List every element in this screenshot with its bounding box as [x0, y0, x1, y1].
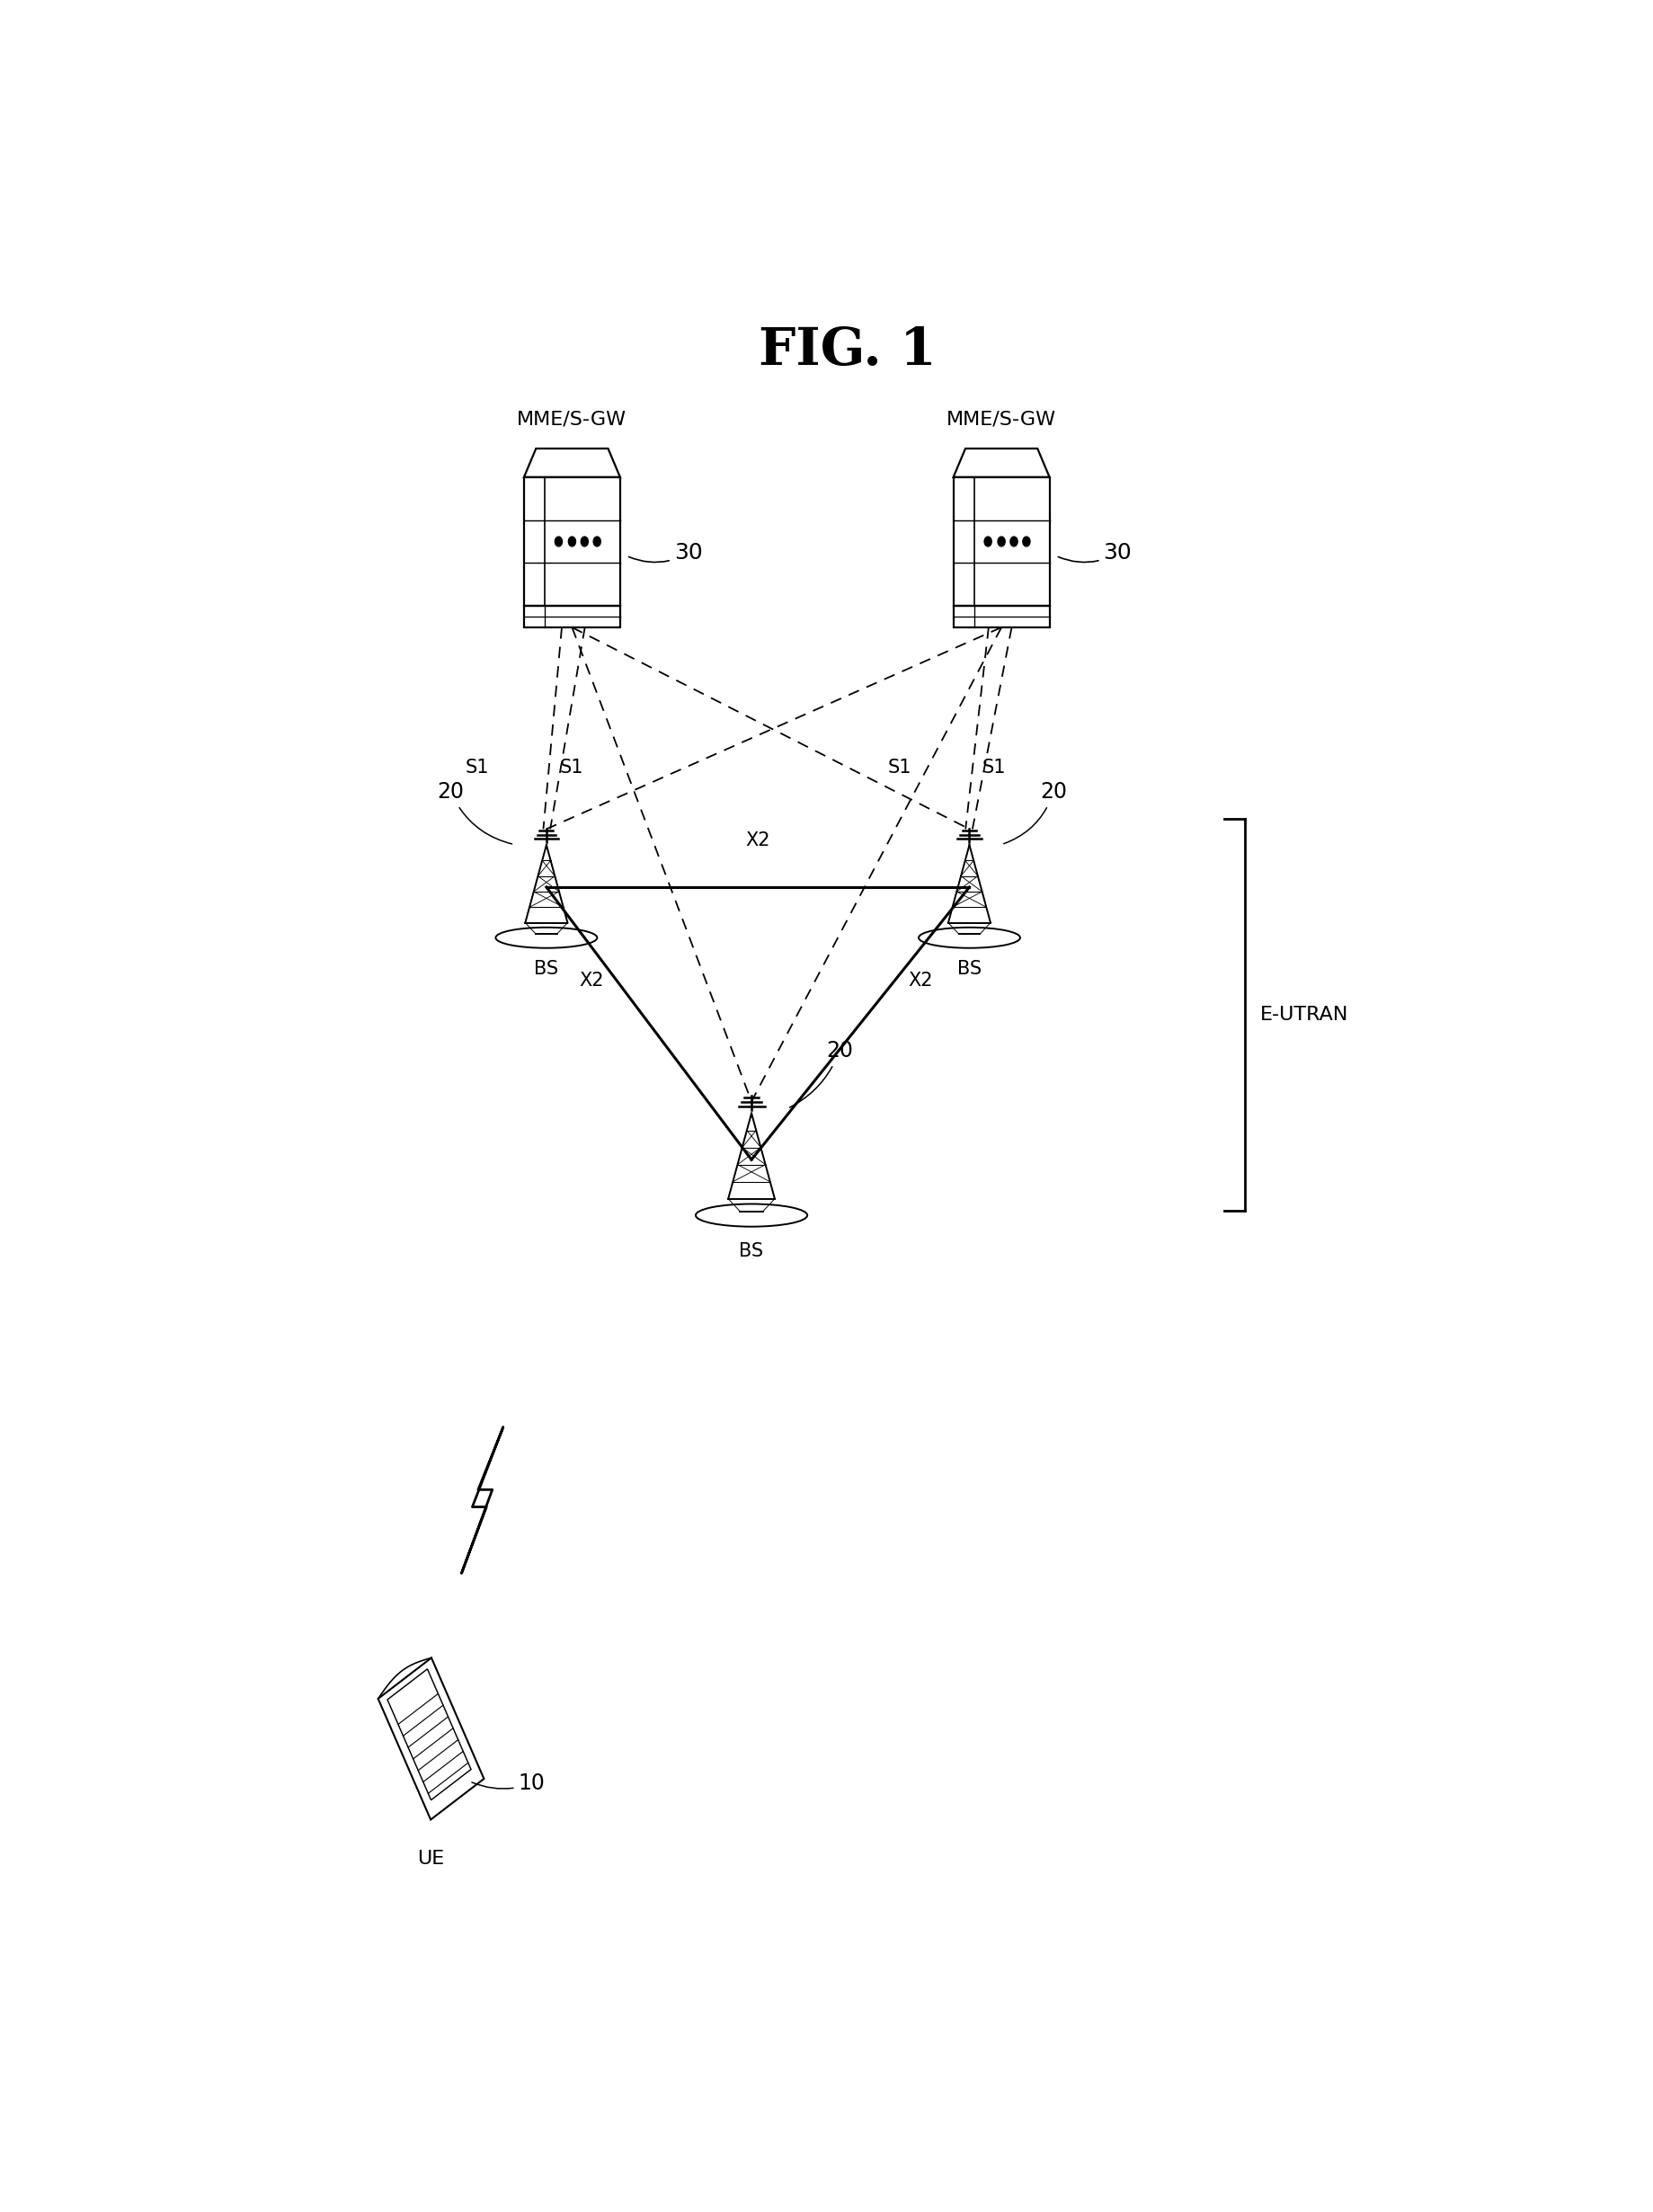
- Text: X2: X2: [746, 832, 770, 849]
- Text: FIG. 1: FIG. 1: [759, 325, 936, 376]
- Circle shape: [555, 538, 562, 546]
- Text: S1: S1: [982, 759, 1005, 776]
- Bar: [524, 606, 620, 628]
- Circle shape: [997, 538, 1005, 546]
- Text: 20: 20: [1003, 781, 1066, 843]
- Text: X2: X2: [907, 971, 932, 991]
- Text: 30: 30: [1058, 542, 1131, 564]
- Text: MME/S-GW: MME/S-GW: [946, 409, 1056, 429]
- Text: MME/S-GW: MME/S-GW: [517, 409, 626, 429]
- Text: UE: UE: [417, 1849, 445, 1867]
- Text: BS: BS: [534, 960, 559, 978]
- Bar: [952, 478, 1050, 606]
- Bar: [524, 478, 620, 606]
- Text: S1: S1: [464, 759, 489, 776]
- Circle shape: [1010, 538, 1017, 546]
- Text: 10: 10: [471, 1772, 545, 1794]
- Circle shape: [569, 538, 575, 546]
- Circle shape: [1022, 538, 1030, 546]
- Text: X2: X2: [579, 971, 603, 991]
- Text: S1: S1: [888, 759, 911, 776]
- Text: 30: 30: [628, 542, 703, 564]
- Text: BS: BS: [739, 1243, 764, 1261]
- Text: 20: 20: [788, 1040, 853, 1108]
- Text: BS: BS: [957, 960, 980, 978]
- Text: S1: S1: [559, 759, 584, 776]
- Circle shape: [593, 538, 600, 546]
- Circle shape: [580, 538, 588, 546]
- Circle shape: [984, 538, 992, 546]
- Bar: [952, 606, 1050, 628]
- Text: 20: 20: [436, 781, 512, 845]
- Text: E-UTRAN: E-UTRAN: [1260, 1006, 1349, 1024]
